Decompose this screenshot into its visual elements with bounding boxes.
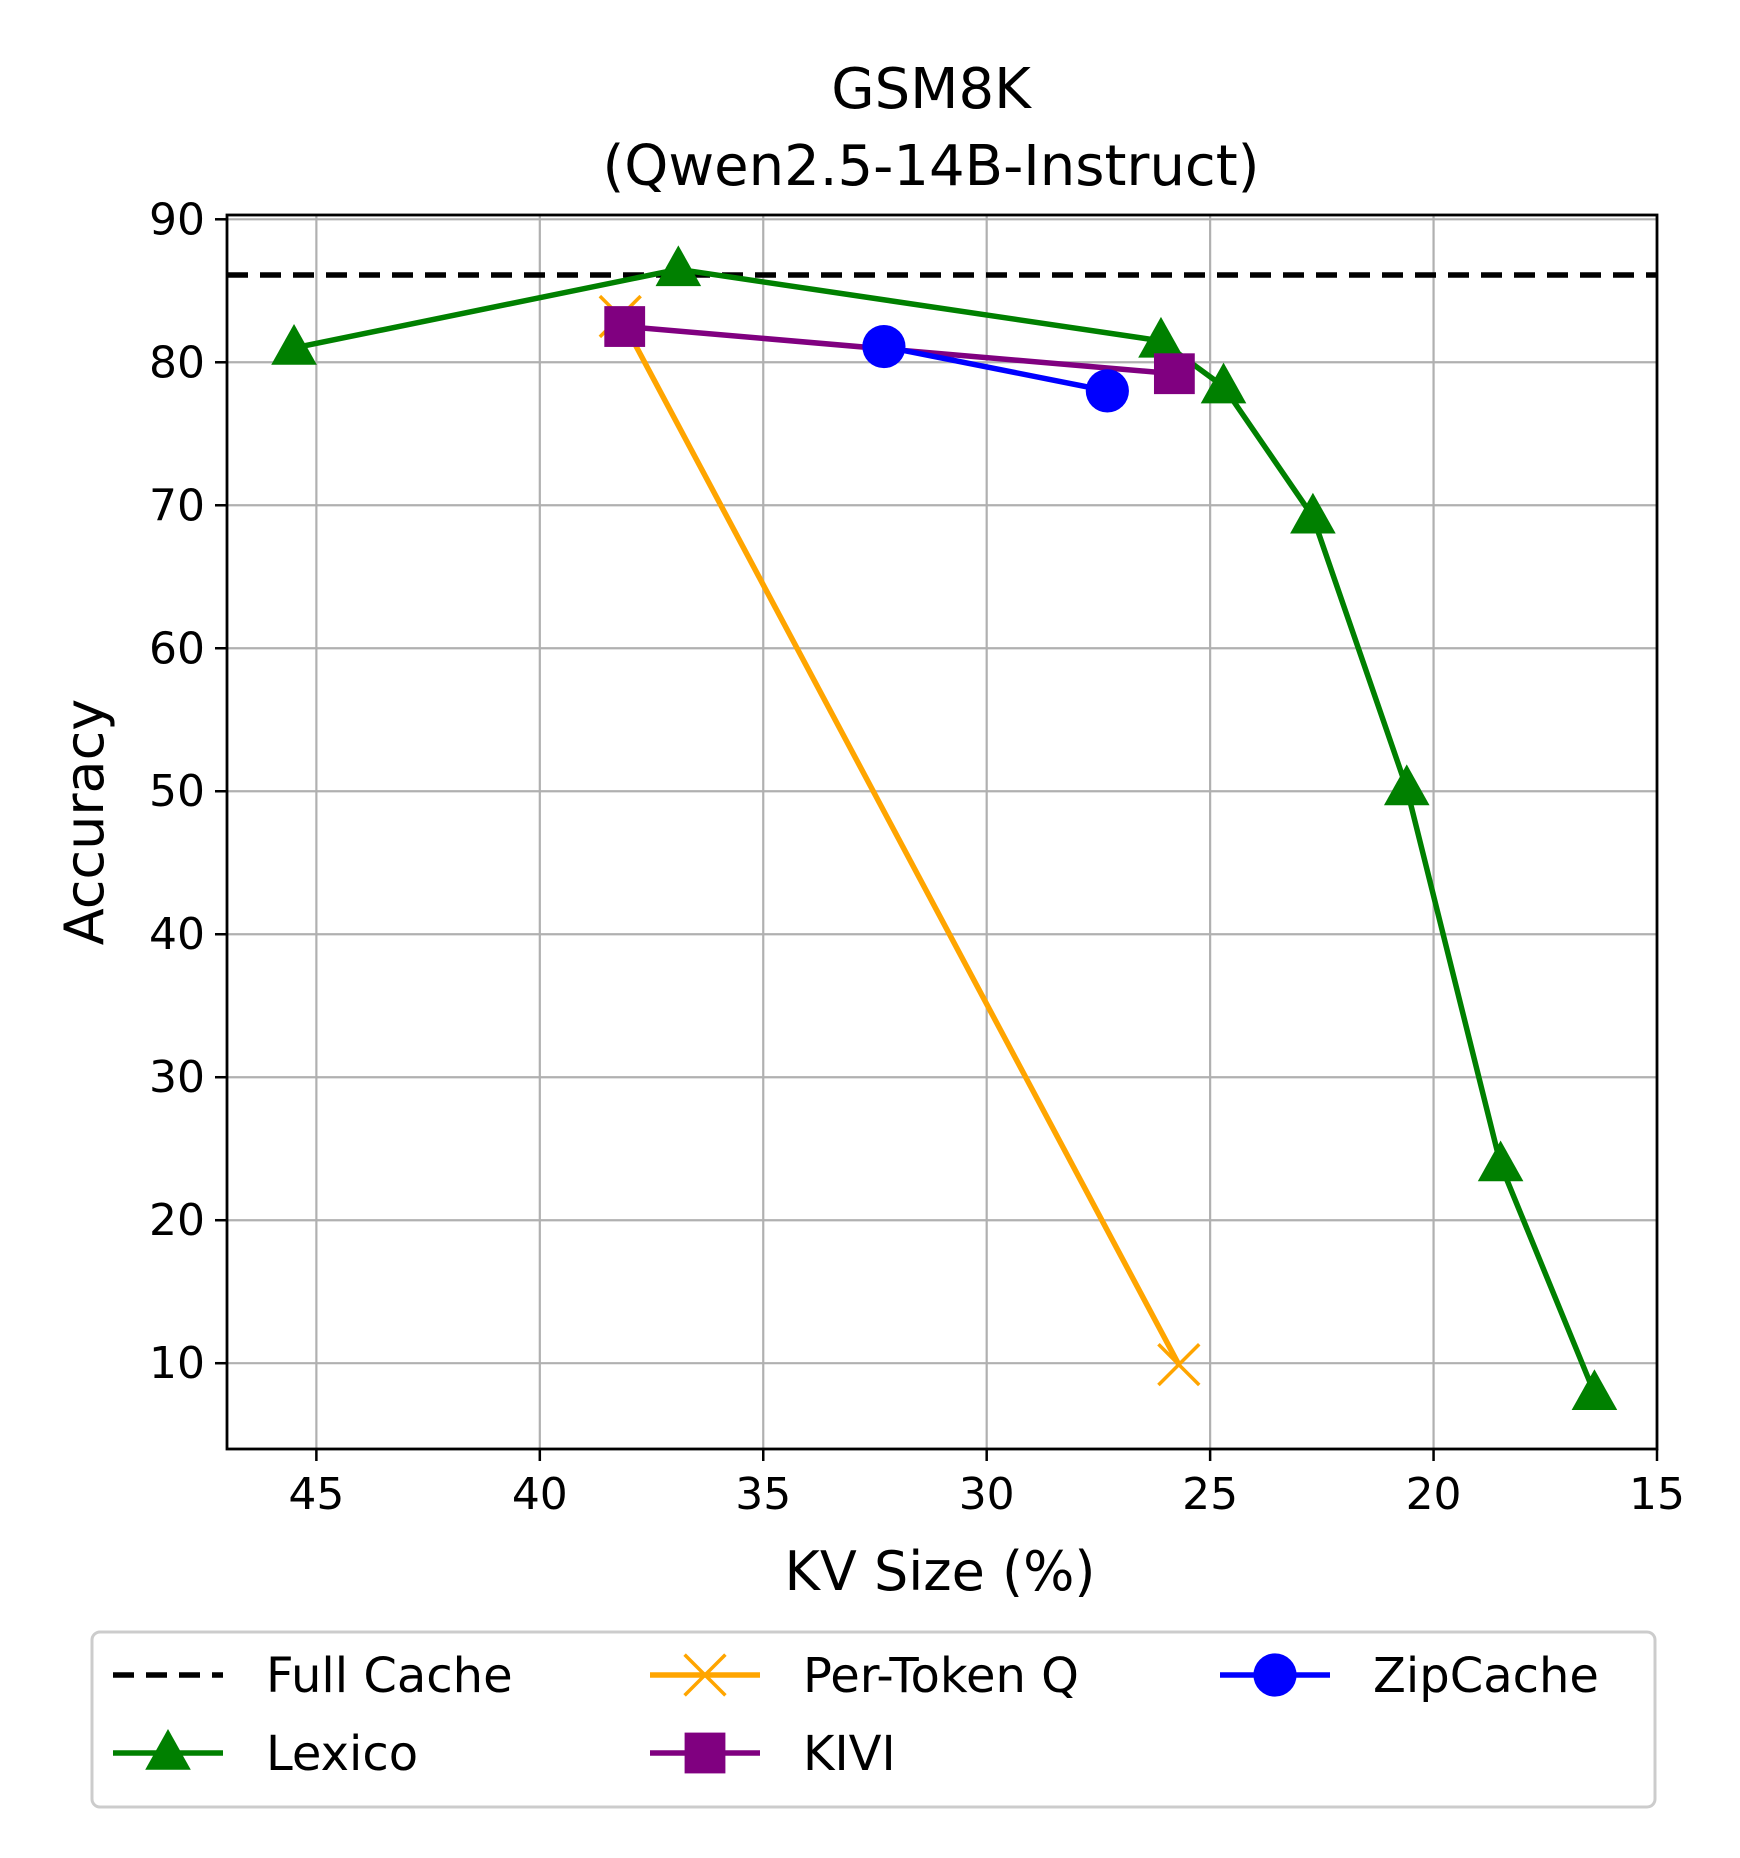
lexico-point xyxy=(1477,1140,1524,1182)
grid xyxy=(227,215,1659,1449)
lexico-line xyxy=(293,266,1597,1395)
per-token-q-line xyxy=(617,315,1182,1366)
y-tick-label: 80 xyxy=(149,337,205,388)
x-tick-label: 35 xyxy=(735,1469,791,1520)
lexico-point xyxy=(655,245,702,287)
x-tick-label: 20 xyxy=(1406,1469,1462,1520)
legend-marker xyxy=(683,1653,727,1697)
x-tick-label: 40 xyxy=(512,1469,568,1520)
y-tick-label: 40 xyxy=(149,909,205,960)
legend: Full Cache Lexico Per-Token Q KIVI ZipCache xyxy=(90,1630,1657,1809)
lexico-point xyxy=(1138,316,1184,358)
plot-frame xyxy=(225,213,1659,1451)
x-tick-label: 30 xyxy=(959,1469,1015,1520)
lexico-point xyxy=(1571,1369,1618,1411)
zipcache-point xyxy=(862,324,906,369)
x-axis-label: KV Size (%) xyxy=(785,1540,1096,1603)
legend-label: ZipCache xyxy=(1373,1648,1599,1704)
y-axis-label: Accuracy xyxy=(53,699,116,946)
x-tick-label: 15 xyxy=(1629,1469,1685,1520)
legend-label: Per-Token Q xyxy=(803,1648,1079,1704)
lexico-point xyxy=(271,323,317,365)
chart-subtitle: (Qwen2.5-14B-Instruct) xyxy=(602,134,1259,199)
legend-item-lexico: Lexico xyxy=(113,1726,418,1782)
legend-item-zipcache: ZipCache xyxy=(1220,1648,1599,1704)
legend-label: KIVI xyxy=(803,1726,896,1782)
axes-frame xyxy=(225,213,1659,1451)
plot-series xyxy=(227,245,1657,1411)
chart-title: GSM8K xyxy=(831,57,1032,122)
kivi-point xyxy=(604,306,646,347)
zipcache-point xyxy=(1085,369,1129,413)
y-tick-label: 20 xyxy=(149,1195,205,1246)
lexico-point xyxy=(1290,492,1336,534)
x-tick-label: 45 xyxy=(288,1469,344,1520)
lexico-point xyxy=(1383,764,1430,806)
legend-label: Full Cache xyxy=(266,1648,513,1704)
y-tick-label: 60 xyxy=(149,623,205,674)
kivi-point xyxy=(1153,353,1195,395)
legend-marker xyxy=(1253,1653,1297,1697)
legend-item-per-token-q: Per-Token Q xyxy=(650,1648,1079,1704)
legend-marker xyxy=(145,1729,191,1770)
y-tick-label: 50 xyxy=(149,766,205,817)
axis-ticks: 45 40 35 30 25 20 15 10 20 30 40 50 60 70 80 90 xyxy=(149,194,1685,1520)
legend-marker xyxy=(684,1732,726,1774)
y-tick-label: 10 xyxy=(149,1338,205,1389)
x-tick-label: 25 xyxy=(1182,1469,1238,1520)
legend-item-kivi: KIVI xyxy=(650,1726,896,1782)
per-token-q-point xyxy=(1157,1342,1201,1387)
y-tick-label: 30 xyxy=(149,1052,205,1103)
zipcache-line xyxy=(883,343,1108,394)
y-tick-label: 70 xyxy=(149,480,205,531)
legend-item-full-cache: Full Cache xyxy=(113,1648,513,1704)
legend-label: Lexico xyxy=(266,1726,418,1782)
lexico-point xyxy=(1200,362,1247,404)
y-tick-label: 90 xyxy=(149,194,205,245)
